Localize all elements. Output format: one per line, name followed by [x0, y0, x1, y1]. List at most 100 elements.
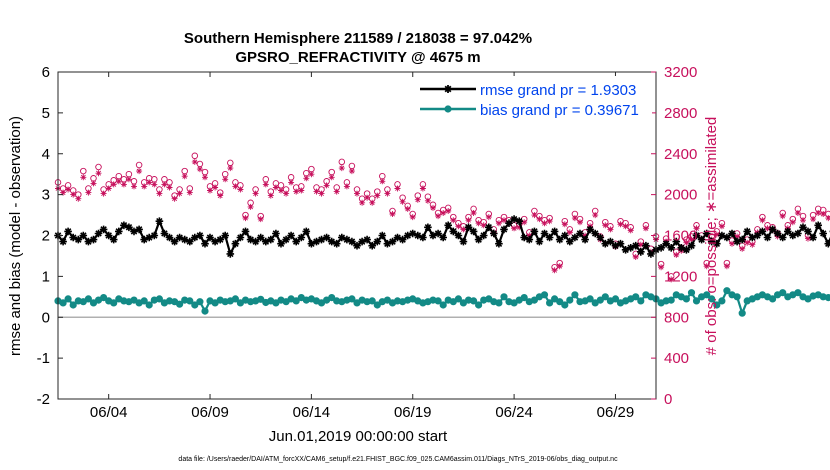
- rmse-point: [444, 221, 452, 230]
- rmse-point: [697, 235, 706, 244]
- obs-assimilated-marker: [693, 225, 700, 232]
- obs-assimilated-marker: [217, 192, 224, 199]
- obs-assimilated-marker: [465, 217, 472, 224]
- obs-assimilated-marker: [744, 239, 751, 246]
- rmse-point: [581, 235, 589, 244]
- obs-assimilated-marker: [810, 216, 817, 223]
- rmse-point: [596, 233, 605, 242]
- obs-assimilated-marker: [151, 181, 158, 188]
- obs-assimilated-marker: [394, 185, 401, 192]
- obs-assimilated-marker: [237, 186, 244, 193]
- rmse-point: [718, 231, 726, 240]
- rmse-point: [180, 235, 189, 244]
- rmse-point: [713, 239, 721, 248]
- obs-assimilated-marker: [805, 235, 811, 242]
- rmse-point: [398, 235, 407, 244]
- obs-assimilated-marker: [627, 227, 634, 234]
- rmse-point: [125, 223, 133, 232]
- legend-bias-label: bias grand pr = 0.39671: [480, 102, 639, 119]
- obs-assimilated-marker: [501, 217, 507, 224]
- bias-point: [231, 295, 239, 303]
- x-tick-label: 06/19: [394, 404, 432, 421]
- rmse-point: [758, 227, 767, 236]
- rmse-point: [59, 237, 67, 246]
- rmse-point: [89, 235, 98, 244]
- rmse-point: [631, 241, 640, 250]
- obs-assimilated-marker: [283, 190, 290, 197]
- bias-point: [110, 299, 118, 307]
- bias-point: [348, 295, 356, 303]
- rmse-point: [160, 229, 169, 238]
- bias-point: [632, 293, 640, 301]
- obs-assimilated-marker: [262, 181, 269, 188]
- obs-assimilated-marker: [546, 218, 553, 225]
- rmse-point: [540, 229, 549, 238]
- obs-assimilated-marker: [227, 165, 234, 172]
- obs-assimilated-marker: [343, 183, 350, 190]
- obs-assimilated-marker: [658, 264, 665, 271]
- rmse-point: [439, 233, 447, 242]
- obs-assimilated-marker: [531, 212, 538, 219]
- rmse-point: [748, 233, 757, 242]
- rmse-point: [571, 233, 579, 242]
- rmse-point: [677, 244, 686, 252]
- obs-assimilated-marker: [703, 263, 710, 270]
- obs-assimilated-marker: [516, 224, 523, 231]
- rmse-point: [64, 227, 72, 236]
- obs-assimilated-marker: [176, 190, 183, 197]
- bias-series: [54, 287, 830, 317]
- obs-assimilated-marker: [495, 220, 502, 227]
- obs-assimilated-marker: [202, 174, 208, 181]
- rmse-point: [561, 231, 569, 240]
- rmse-point: [186, 237, 194, 246]
- rmse-point: [591, 229, 599, 238]
- obs-assimilated-marker: [70, 191, 77, 198]
- bias-point: [155, 295, 163, 303]
- rmse-point: [211, 237, 219, 246]
- obs-assimilated-marker: [156, 190, 163, 197]
- rmse-point: [262, 237, 270, 246]
- obs-assimilated-marker: [632, 254, 639, 260]
- obs-assimilated-marker: [577, 219, 583, 226]
- rmse-point: [616, 239, 625, 248]
- obs-assimilated-marker: [181, 173, 188, 180]
- obs-assimilated-marker: [470, 210, 477, 216]
- rmse-point: [789, 231, 797, 240]
- bias-point: [434, 297, 442, 305]
- bias-point: [495, 299, 503, 307]
- bias-point: [470, 297, 478, 305]
- bias-point: [682, 295, 691, 303]
- obs-assimilated-marker: [739, 245, 746, 252]
- y-tick-label: 4: [42, 146, 50, 163]
- rmse-point: [120, 221, 128, 230]
- obs-assimilated-marker: [475, 220, 482, 227]
- bias-point: [191, 301, 199, 309]
- rmse-point: [307, 239, 316, 248]
- obs-assimilated-marker: [85, 189, 92, 196]
- obs-assimilated-marker: [110, 181, 117, 188]
- y2-tick-label: 3200: [664, 64, 697, 81]
- bias-point: [718, 297, 726, 305]
- bias-point: [328, 294, 336, 302]
- bias-point: [454, 295, 462, 303]
- rmse-point: [196, 231, 204, 240]
- rmse-point: [495, 239, 503, 248]
- rmse-point: [520, 233, 528, 242]
- legend-rmse-label: rmse grand pr = 1.9303: [480, 82, 636, 99]
- rmse-point: [150, 231, 159, 240]
- obs-assimilated-marker: [323, 182, 330, 189]
- obs-assimilated-marker: [125, 176, 132, 183]
- rmse-point: [287, 231, 295, 240]
- obs-assimilated-marker: [166, 184, 173, 191]
- obs-assimilated-marker: [212, 184, 219, 191]
- obs-assimilated-marker: [298, 187, 305, 194]
- rmse-point: [566, 237, 574, 246]
- rmse-point: [332, 239, 341, 248]
- obs-assimilated-marker: [455, 223, 462, 230]
- rmse-point: [778, 233, 787, 242]
- rmse-point: [626, 244, 635, 252]
- obs-assimilated-marker: [191, 158, 198, 165]
- rmse-point: [317, 235, 326, 244]
- rmse-point: [738, 235, 746, 244]
- obs-assimilated-marker: [328, 174, 335, 181]
